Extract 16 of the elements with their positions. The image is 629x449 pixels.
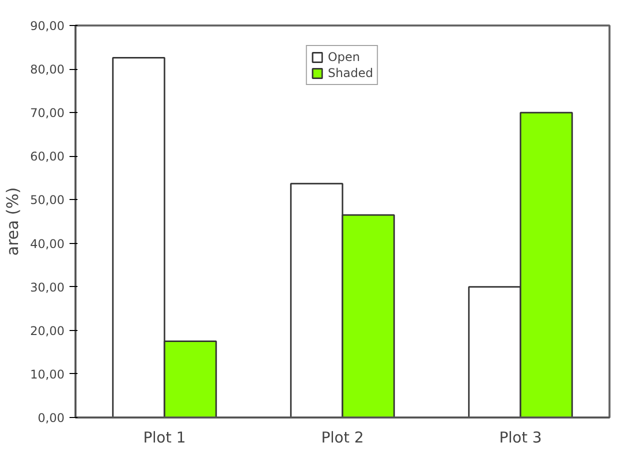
x-tick-label: Plot 2	[321, 428, 364, 446]
x-tick-label: Plot 1	[143, 428, 186, 446]
y-tick-label: 70,00	[30, 106, 65, 120]
y-tick-label: 90,00	[30, 19, 65, 33]
y-tick-label: 20,00	[30, 324, 65, 338]
legend-label: Open	[328, 50, 360, 64]
y-tick-label: 30,00	[30, 280, 65, 294]
y-axis-title: area (%)	[3, 187, 22, 256]
y-tick-label: 60,00	[30, 150, 65, 164]
y-tick-label: 10,00	[30, 367, 65, 382]
y-tick-label: 0,00	[38, 411, 64, 425]
legend-label: Shaded	[328, 66, 374, 80]
y-tick-label: 40,00	[30, 236, 65, 251]
y-tick-label: 80,00	[30, 62, 65, 77]
x-tick-label: Plot 3	[499, 428, 542, 446]
y-tick-label: 50,00	[30, 193, 65, 208]
